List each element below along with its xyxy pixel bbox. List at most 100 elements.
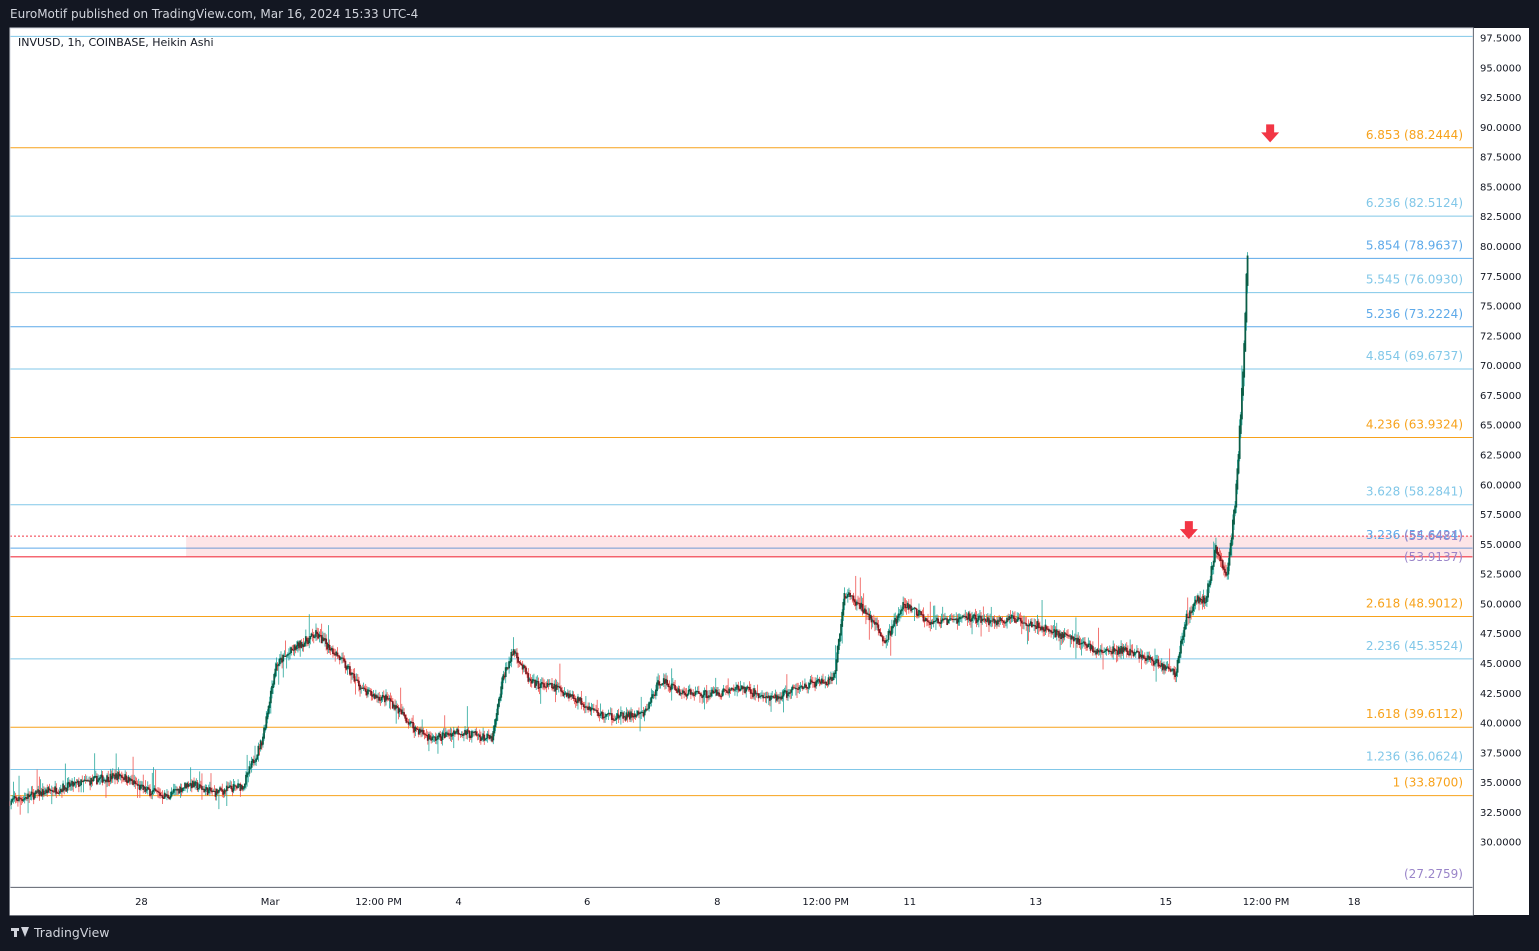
candle-body-up — [456, 728, 459, 732]
candle-body-up — [759, 695, 762, 697]
candle-body-up — [486, 733, 489, 739]
y-tick-label: 67.5000 — [1480, 391, 1521, 402]
time-axis[interactable] — [10, 888, 1473, 915]
candle-body-down — [147, 787, 150, 790]
candle-body-down — [1111, 651, 1113, 655]
candle-body-down — [1158, 664, 1161, 666]
candle-body-up — [267, 705, 270, 715]
candle-body-down — [1014, 618, 1016, 623]
candle-body-down — [645, 709, 648, 711]
candle-body-up — [1052, 631, 1055, 633]
candle-body-up — [173, 789, 176, 791]
candle-body-down — [359, 684, 361, 690]
candle-body-down — [221, 789, 224, 792]
candle-body-up — [979, 615, 981, 617]
candle-body-up — [555, 684, 558, 690]
candle-body-up — [204, 789, 207, 792]
price-chart[interactable]: 1 (33.8700) 1.236 (36.0624) 1.618 (39.6112… — [0, 0, 1539, 916]
candle-body-down — [294, 646, 297, 650]
candle-body-up — [62, 783, 64, 792]
candle-body-down — [52, 790, 54, 792]
candle-body-down — [907, 604, 910, 610]
candle-body-up — [1246, 255, 1249, 286]
candle-body-up — [1010, 614, 1013, 619]
publish-info: EuroMotif published on TradingView.com, … — [10, 7, 419, 21]
candle-body-up — [736, 684, 739, 688]
candle-body-up — [557, 686, 560, 688]
candle-body-up — [788, 692, 791, 694]
candle-body-up — [743, 686, 745, 689]
candle-body-down — [150, 794, 153, 796]
candle-body-up — [536, 680, 539, 682]
candle-body-up — [890, 626, 893, 635]
tradingview-logo-icon — [11, 927, 29, 938]
candle-body-down — [424, 734, 427, 736]
candle-body-down — [772, 696, 775, 698]
y-tick-label: 40.0000 — [1480, 719, 1521, 730]
candle-body-down — [1164, 665, 1167, 671]
candle-body-down — [731, 688, 734, 690]
tradingview-brand[interactable]: TradingView — [11, 925, 110, 940]
candle-body-down — [626, 714, 629, 718]
candle-body-down — [592, 708, 595, 711]
candle-body-down — [634, 714, 637, 718]
candle-body-down — [586, 706, 588, 708]
candle-body-up — [297, 641, 299, 647]
candle-body-up — [933, 621, 936, 623]
candle-body-down — [420, 729, 422, 733]
candle-body-down — [400, 709, 403, 715]
candle-body-down — [985, 620, 988, 622]
candle-body-up — [18, 796, 20, 801]
candle-body-up — [721, 690, 724, 697]
candle-body-up — [841, 611, 844, 627]
candle-body-down — [738, 688, 741, 692]
candle-body-down — [748, 687, 751, 690]
candle-body-up — [1117, 646, 1120, 654]
candle-body-down — [905, 607, 908, 609]
y-tick-label: 30.0000 — [1480, 838, 1521, 849]
candle-body-down — [667, 683, 670, 688]
candle-body-down — [1084, 641, 1086, 645]
candle-body-up — [303, 642, 306, 647]
plot-area[interactable] — [10, 28, 1473, 887]
candle-body-down — [211, 790, 214, 793]
candle-body-up — [912, 608, 915, 610]
y-tick-label: 85.0000 — [1480, 182, 1521, 193]
candle-body-up — [286, 654, 289, 656]
candle-body-down — [524, 665, 526, 669]
candle-body-down — [1076, 638, 1078, 644]
candle-body-down — [53, 791, 55, 793]
range-low-label: (27.2759) — [1404, 867, 1463, 881]
candle-body-up — [913, 607, 916, 609]
candle-body-up — [268, 701, 271, 709]
candle-body-down — [1003, 622, 1006, 624]
candle-body-up — [124, 774, 127, 780]
candle-body-up — [229, 785, 232, 787]
candle-body-up — [746, 686, 749, 689]
candle-body-up — [238, 783, 241, 785]
candle-body-up — [976, 619, 979, 622]
candle-body-down — [458, 733, 461, 735]
candle-body-down — [1132, 652, 1135, 657]
candle-body-down — [582, 704, 585, 708]
candle-body-up — [418, 728, 421, 734]
candle-body-up — [145, 789, 148, 791]
candle-body-down — [965, 615, 968, 618]
candle-body-down — [159, 792, 162, 796]
candle-body-down — [1121, 647, 1124, 654]
candle-body-up — [887, 630, 890, 640]
candle-body-down — [764, 697, 767, 699]
candle-body-down — [712, 690, 715, 694]
candle-body-up — [133, 780, 136, 784]
candle-body-down — [729, 689, 732, 691]
candle-body-down — [925, 618, 928, 621]
candle-body-up — [54, 786, 57, 793]
candle-body-down — [775, 695, 778, 701]
candle-body-up — [957, 618, 960, 623]
candle-body-down — [350, 672, 352, 676]
y-tick-label: 60.0000 — [1480, 480, 1521, 491]
candle-body-down — [1152, 660, 1155, 666]
candle-body-down — [1027, 624, 1030, 627]
price-axis[interactable] — [1474, 28, 1529, 915]
y-tick-label: 82.5000 — [1480, 212, 1521, 223]
